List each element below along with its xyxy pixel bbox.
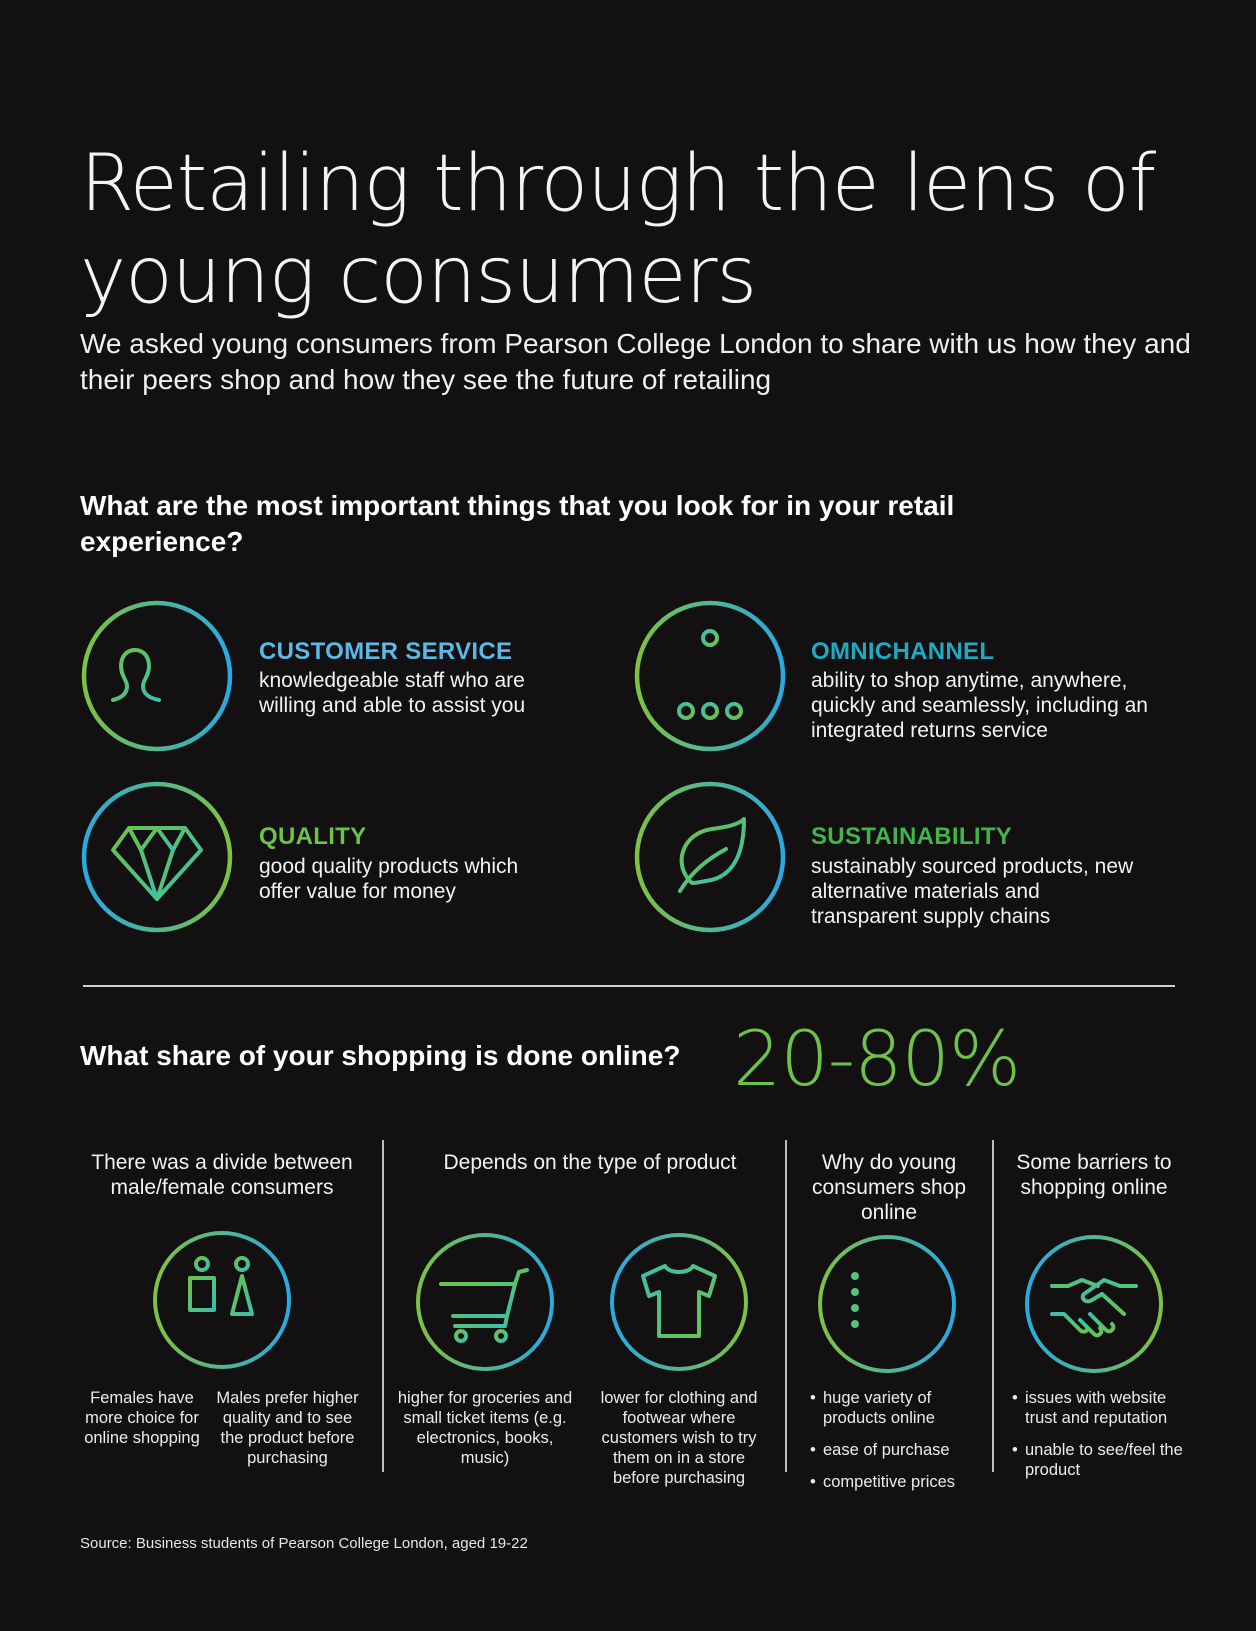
leaf-icon <box>634 781 786 933</box>
male-female-icon <box>152 1230 292 1370</box>
barriers-bullets: issues with website trust and reputation… <box>1012 1388 1202 1492</box>
column-separator <box>992 1140 994 1472</box>
column-separator <box>382 1140 384 1472</box>
column-separator <box>785 1140 787 1472</box>
males-caption: Males prefer higher quality and to see t… <box>216 1389 359 1467</box>
page-subtitle: We asked young consumers from Pearson Co… <box>80 328 1191 395</box>
feature-desc-omnichannel: ability to shop anytime, anywhere, quick… <box>811 669 1148 742</box>
list-item: issues with website trust and reputation <box>1012 1388 1202 1428</box>
list-item: huge variety of products online <box>810 1388 990 1428</box>
clothing-caption: lower for clothing and footwear where cu… <box>600 1389 758 1487</box>
t-shirt-icon <box>609 1232 749 1372</box>
feature-desc-quality: good quality products which offer value … <box>259 855 519 903</box>
online-share-value: 20-80% <box>733 1014 1021 1103</box>
gender-heading: There was a divide between male/female c… <box>91 1151 353 1199</box>
feature-title-quality: QUALITY <box>259 823 367 850</box>
list-item: ease of purchase <box>810 1440 990 1460</box>
question-retail-experience: What are the most important things that … <box>80 490 955 557</box>
list-item: competitive prices <box>810 1472 990 1492</box>
feature-desc-sustainability: sustainably sourced products, new altern… <box>811 855 1134 928</box>
feature-title-sustainability: SUSTAINABILITY <box>811 823 1013 850</box>
groceries-caption: higher for groceries and small ticket it… <box>397 1389 573 1467</box>
why-bullets: huge variety of products online ease of … <box>810 1388 990 1504</box>
shopping-cart-icon <box>415 1232 555 1372</box>
feature-desc-customer-service: knowledgeable staff who are willing and … <box>259 669 526 717</box>
barriers-heading: Some barriers to shopping online <box>1016 1151 1172 1199</box>
page-title: Retailing through the lens of young cons… <box>80 139 1156 321</box>
list-item: unable to see/feel the product <box>1012 1440 1202 1480</box>
product-heading: Depends on the type of product <box>443 1151 737 1174</box>
list-icon <box>817 1234 957 1374</box>
source-note: Source: Business students of Pearson Col… <box>80 1535 528 1552</box>
section-divider <box>83 985 1175 987</box>
network-icon <box>634 600 786 752</box>
feature-title-customer-service: CUSTOMER SERVICE <box>259 638 513 665</box>
handshake-icon <box>1024 1234 1164 1374</box>
females-caption: Females have more choice for online shop… <box>84 1389 200 1447</box>
why-heading: Why do young consumers shop online <box>811 1151 967 1224</box>
feature-title-omnichannel: OMNICHANNEL <box>811 638 995 665</box>
customer-service-icon <box>81 600 233 752</box>
question-online-share: What share of your shopping is done onli… <box>80 1040 681 1071</box>
diamond-icon <box>81 781 233 933</box>
